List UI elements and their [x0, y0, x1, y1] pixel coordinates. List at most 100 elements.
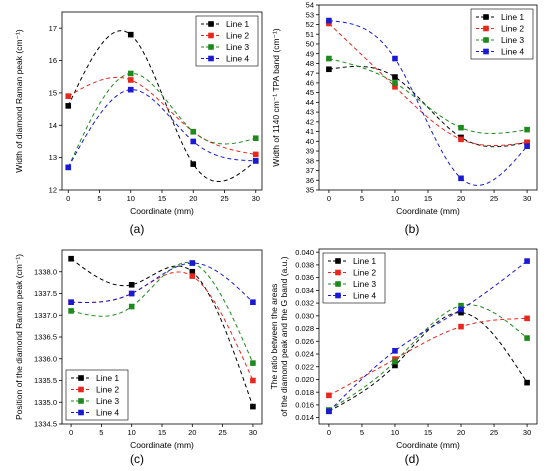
x-tick-label: 25: [490, 194, 498, 203]
y-tick-label: 1338.0: [34, 267, 57, 276]
legend-swatch-marker: [208, 32, 214, 39]
fit-curve-line-3: [67, 72, 256, 168]
data-point-line-1: [127, 31, 134, 38]
fit-curve-line-2: [328, 23, 528, 147]
legend-swatch-marker: [208, 44, 214, 50]
legend-swatch-marker: [78, 409, 84, 416]
panel-label: (c): [130, 452, 144, 466]
y-tick-label: 45: [306, 88, 314, 97]
legend-swatch-marker: [78, 375, 84, 381]
data-point-line-3: [127, 70, 134, 77]
y-tick-label: 46: [306, 78, 314, 87]
x-tick-label: 10: [128, 428, 136, 437]
legend-swatch-marker: [483, 14, 489, 20]
y-tick-label: 49: [306, 49, 314, 58]
legend-entry: Line 2: [353, 268, 376, 278]
data-point-line-3: [458, 124, 464, 131]
x-axis-title: Coordinate (mm): [396, 206, 460, 216]
fit-curve-line-2: [328, 317, 528, 396]
data-point-line-4: [68, 299, 74, 305]
y-tick-label: 13: [49, 153, 57, 162]
x-tick-label: 15: [158, 194, 166, 203]
y-tick-label: 0.018: [295, 388, 314, 397]
x-tick-label: 15: [158, 428, 166, 437]
x-tick-label: 0: [327, 428, 331, 437]
data-point-line-4: [524, 258, 530, 264]
x-axis-title: Coordinate (mm): [396, 440, 460, 450]
data-point-line-1: [392, 74, 398, 80]
data-point-line-3: [250, 360, 256, 366]
data-point-line-4: [250, 299, 256, 305]
y-axis-title: Width of 1140 cm⁻¹ TPA band (cm⁻¹): [271, 28, 281, 167]
data-point-line-1: [189, 268, 196, 275]
y-axis-title-line: of the diamond peak and the G band (a.u.…: [279, 256, 289, 416]
y-tick-label: 52: [306, 20, 314, 29]
data-point-line-1: [65, 103, 72, 109]
data-point-line-3: [252, 135, 259, 142]
y-tick-label: 1335.0: [34, 398, 57, 407]
data-point-line-1: [326, 66, 332, 73]
x-tick-label: 30: [252, 194, 260, 203]
y-tick-label: 0.032: [295, 299, 314, 308]
y-tick-label: 37: [306, 166, 314, 175]
y-tick-label: 36: [306, 176, 314, 185]
data-point-line-1: [128, 282, 135, 288]
chart-panel-c: 0 5 10 15 20 25 30 1334.5 1335.0 1335.5 1336.0 1336…: [14, 249, 263, 466]
y-tick-label: 53: [306, 10, 314, 19]
x-axis-title: Coordinate (mm): [130, 206, 194, 216]
y-tick-label: 0.040: [295, 248, 314, 257]
fit-curve-line-2: [67, 76, 256, 155]
data-point-line-2: [127, 77, 134, 83]
data-point-line-3: [68, 308, 74, 314]
data-point-line-1: [68, 255, 74, 262]
y-axis-title-line: The ratio between the areas: [269, 284, 279, 390]
data-point-line-4: [128, 290, 135, 297]
legend-entry: Line 4: [353, 291, 376, 301]
data-point-line-2: [252, 151, 259, 158]
chart-panel-d: 0 5 10 15 20 25 30 0.014 0.016 0.018 0.020 0.022 0.0…: [269, 248, 538, 466]
fit-curve-line-3: [328, 304, 528, 411]
y-tick-label: 1336.0: [34, 354, 57, 363]
data-point-line-3: [524, 126, 530, 133]
y-tick-label: 0.034: [295, 286, 314, 295]
data-point-line-3: [524, 335, 530, 341]
legend-swatch-marker: [335, 292, 341, 299]
legend-swatch-marker: [483, 37, 489, 43]
legend-entry: Line 4: [226, 54, 249, 64]
x-tick-label: 5: [99, 428, 103, 437]
data-point-line-4: [392, 55, 398, 62]
fit-curve-line-2: [71, 271, 254, 381]
data-point-line-4: [458, 306, 464, 313]
data-point-line-4: [189, 260, 196, 266]
x-tick-label: 25: [490, 428, 498, 437]
x-tick-label: 30: [523, 194, 531, 203]
legend-entry: Line 3: [226, 42, 249, 52]
data-point-line-2: [458, 323, 464, 330]
data-point-line-3: [190, 128, 197, 135]
data-point-line-3: [128, 303, 135, 310]
x-tick-label: 15: [424, 428, 432, 437]
y-tick-label: 1337.0: [34, 311, 57, 320]
data-point-line-2: [326, 392, 332, 399]
data-point-line-3: [392, 80, 398, 86]
data-point-line-4: [127, 86, 134, 93]
x-axis-title: Coordinate (mm): [130, 440, 194, 450]
x-tick-label: 20: [189, 194, 197, 203]
fit-curve-line-1: [67, 30, 257, 183]
y-tick-label: 50: [306, 40, 314, 49]
data-point-line-4: [65, 164, 72, 171]
x-tick-label: 20: [457, 428, 465, 437]
x-tick-label: 30: [249, 428, 257, 437]
y-tick-label: 47: [306, 69, 314, 78]
y-tick-label: 0.024: [295, 350, 314, 359]
legend-entry: Line 4: [501, 47, 524, 57]
data-point-line-4: [190, 138, 197, 145]
data-point-line-4: [458, 175, 464, 182]
legend-swatch-marker: [483, 25, 489, 32]
legend-entry: Line 4: [96, 408, 119, 418]
x-tick-label: 20: [188, 428, 196, 437]
y-tick-label: 38: [306, 156, 314, 165]
